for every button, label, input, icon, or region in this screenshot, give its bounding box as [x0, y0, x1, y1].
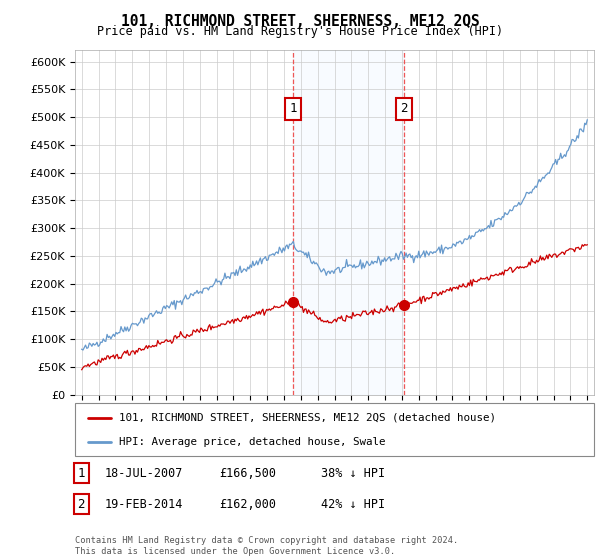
Text: £166,500: £166,500 — [219, 466, 276, 480]
Text: 42% ↓ HPI: 42% ↓ HPI — [321, 497, 385, 511]
Text: HPI: Average price, detached house, Swale: HPI: Average price, detached house, Swal… — [119, 437, 386, 447]
Text: 1: 1 — [77, 466, 85, 480]
Text: 19-FEB-2014: 19-FEB-2014 — [105, 497, 184, 511]
Text: 1: 1 — [289, 102, 297, 115]
Text: 101, RICHMOND STREET, SHEERNESS, ME12 2QS: 101, RICHMOND STREET, SHEERNESS, ME12 2Q… — [121, 14, 479, 29]
Text: 18-JUL-2007: 18-JUL-2007 — [105, 466, 184, 480]
Bar — [293, 50, 404, 395]
Text: 38% ↓ HPI: 38% ↓ HPI — [321, 466, 385, 480]
Text: 101, RICHMOND STREET, SHEERNESS, ME12 2QS (detached house): 101, RICHMOND STREET, SHEERNESS, ME12 2Q… — [119, 413, 496, 423]
Text: 2: 2 — [77, 497, 85, 511]
Text: Price paid vs. HM Land Registry's House Price Index (HPI): Price paid vs. HM Land Registry's House … — [97, 25, 503, 38]
Text: 2: 2 — [400, 102, 408, 115]
FancyBboxPatch shape — [75, 403, 594, 456]
Text: Contains HM Land Registry data © Crown copyright and database right 2024.
This d: Contains HM Land Registry data © Crown c… — [75, 536, 458, 556]
Text: £162,000: £162,000 — [219, 497, 276, 511]
